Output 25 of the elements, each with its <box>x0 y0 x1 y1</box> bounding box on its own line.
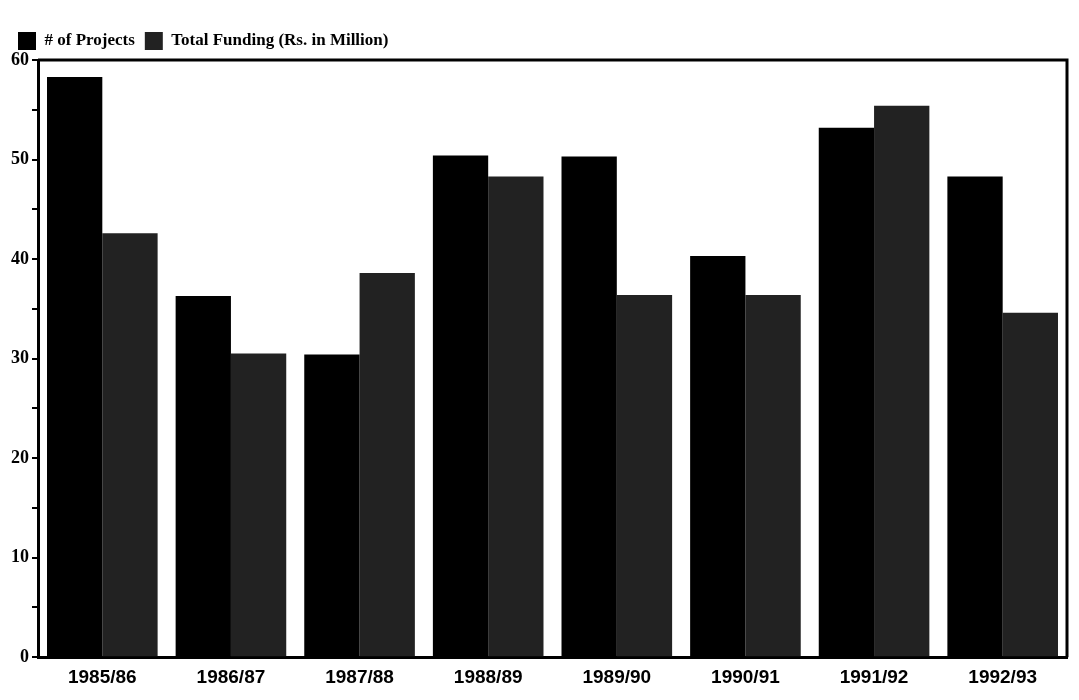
y-tick-label: 0 <box>20 645 29 666</box>
bar <box>359 273 415 657</box>
bar <box>102 233 158 657</box>
bar <box>1002 312 1058 657</box>
x-tick-label: 1989/90 <box>582 665 652 687</box>
legend-label: Total Funding (Rs. in Million) <box>171 30 389 50</box>
legend-label: # of Projects <box>44 30 136 50</box>
y-tick-label: 20 <box>11 446 29 467</box>
x-tick-label: 1990/91 <box>711 665 781 687</box>
x-tick-label: 1988/89 <box>453 665 523 687</box>
y-tick-label: 60 <box>11 48 29 69</box>
x-tick-label: 1987/88 <box>325 665 394 687</box>
bar <box>488 176 544 657</box>
y-tick-label: 30 <box>11 347 29 368</box>
y-tick-label: 40 <box>11 247 29 268</box>
x-tick-label: 1991/92 <box>839 665 909 687</box>
x-tick-label: 1986/87 <box>196 665 266 687</box>
x-tick-label: 1992/93 <box>968 665 1038 687</box>
bar <box>230 353 287 657</box>
bar <box>745 294 801 657</box>
y-tick-label: 10 <box>11 546 29 567</box>
bar <box>874 105 930 657</box>
x-tick-label: 1985/86 <box>67 665 137 687</box>
y-tick-label: 50 <box>11 148 29 169</box>
bar <box>616 294 673 657</box>
